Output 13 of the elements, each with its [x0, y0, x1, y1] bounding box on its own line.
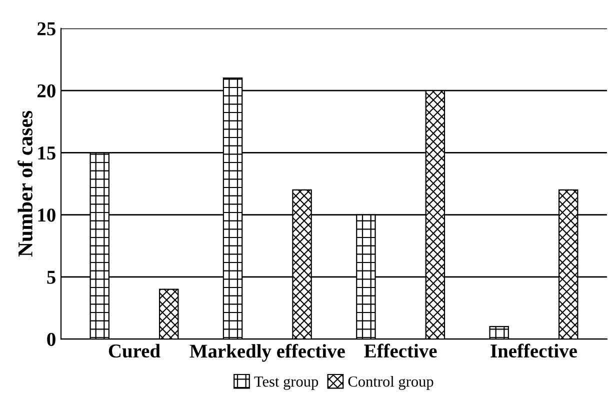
y-tick-label: 5	[47, 270, 56, 284]
y-tick-label: 20	[38, 84, 56, 98]
x-tick-label: Markedly effective	[190, 344, 345, 362]
x-tick-label: Ineffective	[490, 344, 577, 358]
y-tick-label: 15	[38, 146, 56, 160]
legend-label: Control group	[348, 376, 434, 390]
y-tick-label: 0	[47, 332, 56, 346]
x-tick-label: Effective	[364, 344, 437, 358]
y-tick-label: 25	[38, 22, 56, 36]
y-tick-label: 10	[38, 208, 56, 222]
x-tick-label: Cured	[108, 344, 160, 358]
y-axis-title: Number of cases	[18, 110, 33, 257]
legend-label: Test group	[254, 376, 318, 390]
